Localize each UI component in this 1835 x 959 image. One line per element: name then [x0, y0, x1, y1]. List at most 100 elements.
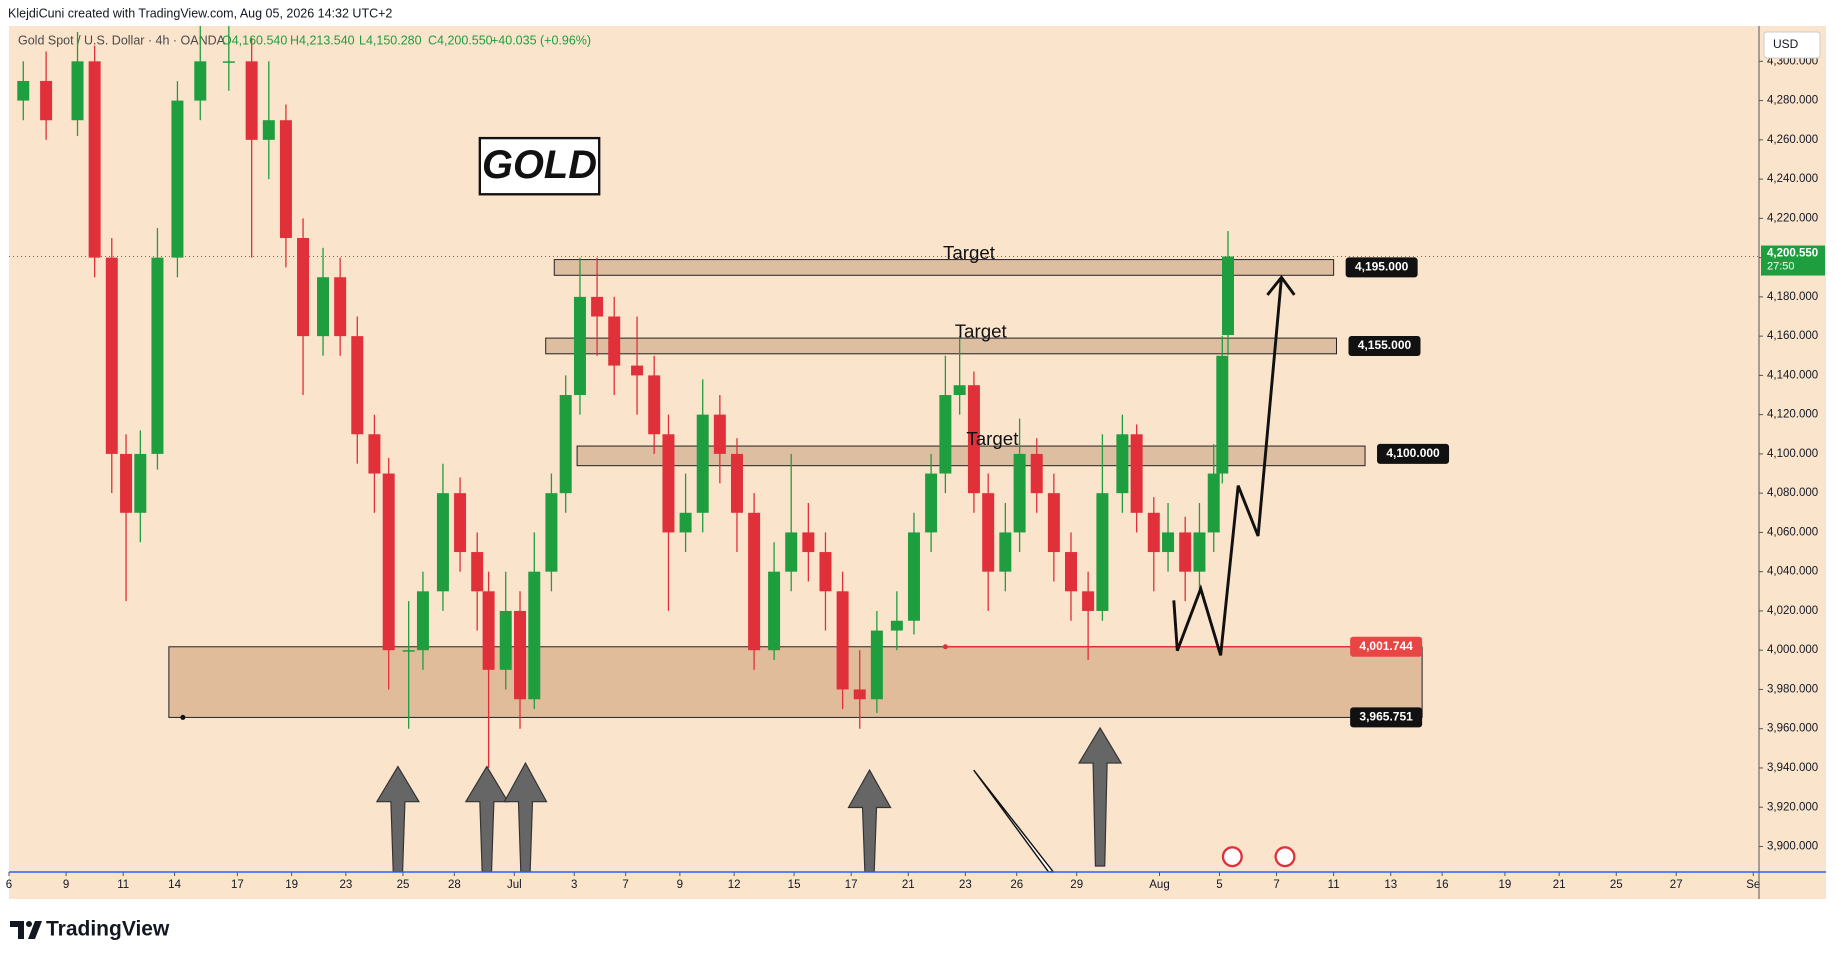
- candle-body: [88, 61, 101, 258]
- candle-body: [982, 493, 995, 572]
- candle-body: [279, 120, 292, 238]
- y-tick-label: 3,940.000: [1767, 762, 1818, 774]
- header: KlejdiCuni created with TradingView.com,…: [8, 6, 392, 20]
- event-icon[interactable]: [1274, 846, 1296, 868]
- candle-body: [1130, 434, 1143, 513]
- level-label: 4,155.000: [1358, 338, 1412, 352]
- x-tick-label: 23: [339, 879, 352, 891]
- level-label: 4,100.000: [1386, 446, 1440, 460]
- candle-body: [71, 61, 84, 121]
- candle-body: [1013, 453, 1026, 533]
- y-tick-label: 3,980.000: [1767, 683, 1818, 695]
- candle-body: [454, 493, 467, 553]
- candle-body: [171, 100, 184, 258]
- x-tick-label: 5: [1216, 879, 1222, 891]
- x-tick-label: Se: [1746, 879, 1760, 891]
- y-tick-label: 4,060.000: [1767, 526, 1818, 538]
- y-tick-label: 4,120.000: [1767, 409, 1818, 421]
- x-tick-label: 19: [1499, 879, 1512, 891]
- y-tick-label: 3,960.000: [1767, 723, 1818, 735]
- support-bottom-dot: [180, 714, 186, 720]
- target-zone: [553, 259, 1335, 276]
- legend: Gold Spot / U.S. Dollar · 4h · OANDA O4,…: [18, 33, 591, 47]
- drawings: GOLD Target Target Target: [375, 136, 1296, 873]
- candle-body: [785, 532, 798, 572]
- candle-body: [334, 277, 347, 337]
- candle-body: [222, 61, 235, 63]
- candle-body: [967, 385, 980, 494]
- x-tick-label: 25: [1610, 879, 1623, 891]
- chart-background: [9, 26, 1826, 899]
- candle-body: [925, 473, 938, 533]
- x-tick-label: 29: [1070, 879, 1083, 891]
- candle-body: [1216, 355, 1229, 474]
- y-tick-label: 4,000.000: [1767, 644, 1818, 656]
- legend-close: C4,200.550: [428, 33, 493, 47]
- x-tick-label: 21: [902, 879, 915, 891]
- arrow: [464, 765, 509, 873]
- x-tick-label: 3: [571, 879, 577, 891]
- candle-body: [1096, 493, 1109, 611]
- x-tick-label: 27: [1670, 879, 1683, 891]
- candle-body: [17, 80, 30, 101]
- x-tick-label: 13: [1384, 879, 1397, 891]
- x-tick-label: 11: [1328, 879, 1340, 891]
- y-tick-label: 4,220.000: [1767, 212, 1818, 224]
- level-label-box: [1350, 707, 1423, 728]
- candle-body: [40, 80, 53, 121]
- x-tick-label: 21: [1553, 879, 1566, 891]
- x-tick-label: 23: [959, 879, 972, 891]
- y-tick-label: 4,020.000: [1767, 605, 1818, 617]
- candle-body: [662, 434, 675, 533]
- target-zone: [545, 337, 1337, 355]
- candle-body: [482, 591, 495, 670]
- candle-body: [402, 650, 415, 652]
- level-label: 3,965.751: [1359, 710, 1413, 724]
- x-tick-label: 11: [117, 879, 129, 891]
- logo-mark: [10, 921, 42, 939]
- y-tick-label: 4,180.000: [1767, 291, 1818, 303]
- candle-body: [1116, 434, 1129, 494]
- level-label: 4,001.744: [1359, 639, 1413, 653]
- candle-body: [748, 512, 761, 651]
- candle-body: [591, 296, 604, 317]
- title-box: [478, 136, 601, 196]
- candle-body: [245, 61, 258, 140]
- candle-body: [382, 473, 395, 651]
- y-tick-label: 4,040.000: [1767, 566, 1818, 578]
- x-tick-label: 26: [1010, 879, 1023, 891]
- level-label-box: [1348, 335, 1421, 356]
- x-tick-label: 25: [397, 879, 410, 891]
- last-price-label: 4,200.550: [1767, 248, 1818, 260]
- candle-body: [696, 414, 709, 513]
- candle-body: [768, 571, 781, 651]
- event-icon[interactable]: [1221, 846, 1243, 868]
- legend-open: O4,160.540: [222, 33, 287, 47]
- x-tick-label: 6: [6, 879, 12, 891]
- candle-body: [836, 591, 849, 690]
- candle-body: [1179, 532, 1192, 572]
- x-tick-label: 9: [677, 879, 683, 891]
- x-tick-label: 7: [622, 879, 628, 891]
- target-label: Target: [955, 320, 1008, 341]
- countdown: 27:50: [1767, 260, 1795, 272]
- candle-body: [545, 493, 558, 572]
- candle-body: [1082, 591, 1095, 611]
- x-tick-label: 9: [63, 879, 69, 891]
- currency-button[interactable]: [1763, 31, 1821, 59]
- y-tick-label: 3,920.000: [1767, 801, 1818, 813]
- x-tick-label: Aug: [1149, 879, 1169, 891]
- arrow: [847, 768, 892, 873]
- x-tick-label: 17: [231, 879, 244, 891]
- y-tick-label: 4,100.000: [1767, 448, 1818, 460]
- candle-body: [471, 552, 484, 592]
- candle-body: [573, 296, 586, 396]
- candle-body: [1222, 256, 1234, 336]
- x-tick-label: 12: [728, 879, 741, 891]
- candle-body: [1030, 453, 1043, 494]
- x-tick-label: 16: [1436, 879, 1449, 891]
- arrow: [375, 765, 421, 873]
- candle-body: [608, 316, 621, 366]
- candle-body: [351, 336, 364, 435]
